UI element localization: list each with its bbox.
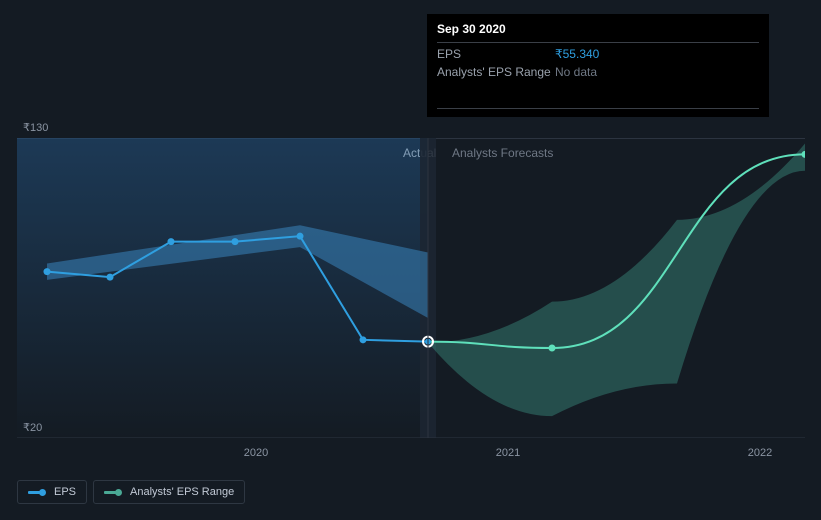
eps-chart[interactable] xyxy=(17,138,805,438)
tooltip-label: Analysts' EPS Range xyxy=(437,65,555,79)
tooltip-label: EPS xyxy=(437,47,555,61)
tooltip-date: Sep 30 2020 xyxy=(437,22,759,43)
tooltip-value: No data xyxy=(555,65,597,79)
actual-period-shade xyxy=(17,138,428,438)
legend-label: Analysts' EPS Range xyxy=(130,486,234,498)
legend-swatch-icon xyxy=(104,489,122,496)
y-axis-label-max: ₹130 xyxy=(23,121,48,134)
legend-item-eps[interactable]: EPS xyxy=(17,480,87,504)
tooltip-row-eps: EPS ₹55.340 xyxy=(437,43,759,61)
legend: EPS Analysts' EPS Range xyxy=(17,480,245,504)
tooltip-spacer xyxy=(437,79,759,109)
forecast-range-area xyxy=(428,143,805,416)
x-axis-label-2020: 2020 xyxy=(244,447,268,459)
tooltip-row-range: Analysts' EPS Range No data xyxy=(437,61,759,79)
legend-item-range[interactable]: Analysts' EPS Range xyxy=(93,480,245,504)
x-axis-label-2021: 2021 xyxy=(496,447,520,459)
data-tooltip: Sep 30 2020 EPS ₹55.340 Analysts' EPS Ra… xyxy=(427,14,769,117)
legend-swatch-icon xyxy=(28,489,46,496)
legend-label: EPS xyxy=(54,486,76,498)
tooltip-value: ₹55.340 xyxy=(555,47,599,61)
x-axis-label-2022: 2022 xyxy=(748,447,772,459)
